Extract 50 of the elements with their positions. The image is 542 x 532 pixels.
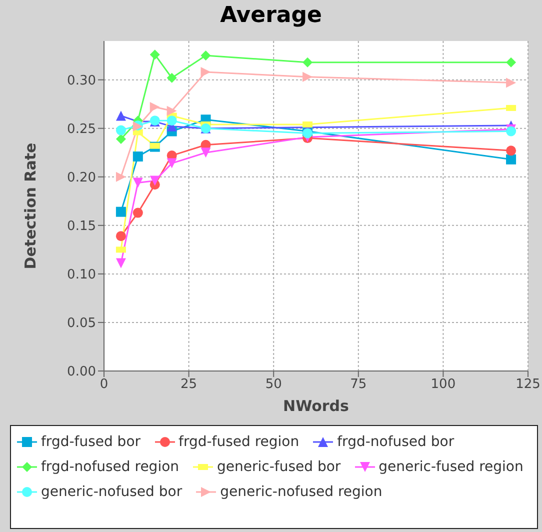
point — [132, 208, 143, 218]
legend-label: frgd-nofused region — [41, 458, 180, 474]
point — [116, 134, 126, 144]
point — [200, 148, 211, 158]
point — [116, 258, 126, 268]
point — [150, 102, 160, 112]
x-tick-label: 0 — [100, 377, 108, 392]
point — [506, 57, 516, 68]
x-tick-label: 50 — [265, 377, 282, 392]
point — [302, 72, 313, 82]
y-tick-label: 0.05 — [67, 316, 96, 332]
point — [132, 152, 143, 162]
x-tick-label: 25 — [180, 377, 198, 392]
point — [506, 146, 516, 156]
point — [166, 116, 177, 126]
point — [116, 172, 126, 182]
point — [302, 57, 313, 68]
x-tick-label: 125 — [516, 377, 540, 392]
point — [116, 231, 126, 242]
point — [116, 125, 126, 136]
y-axis-title: Detection Rate — [21, 142, 40, 270]
legend-label: generic-nofused bor — [41, 484, 182, 500]
point — [166, 106, 177, 116]
legend-label: frgd-fused bor — [41, 434, 141, 450]
legend-label: generic-fused bor — [217, 458, 341, 474]
y-tick-label: 0.10 — [67, 268, 96, 283]
x-tick-label: 75 — [350, 377, 367, 392]
y-tick-label: 0.25 — [67, 122, 96, 137]
legend-label: generic-fused region — [378, 458, 524, 474]
legend-label: frgd-fused region — [178, 434, 300, 450]
x-axis-title: NWords — [283, 397, 350, 415]
point — [200, 50, 211, 61]
y-tick-label: 0.15 — [67, 219, 96, 234]
chart-title: Average — [219, 3, 323, 30]
legend-label: frgd-nofused bor — [337, 434, 454, 450]
point — [506, 154, 516, 164]
point — [132, 178, 143, 188]
point — [116, 110, 126, 121]
y-tick-label: 0.20 — [67, 170, 96, 186]
x-tick-label: 100 — [430, 377, 456, 392]
point — [116, 206, 126, 217]
point — [150, 50, 160, 60]
y-tick-label: 0.30 — [67, 73, 96, 88]
y-tick-label: 0.00 — [67, 364, 96, 380]
point — [200, 67, 211, 78]
point — [506, 78, 516, 88]
legend-label: generic-nofused region — [220, 484, 382, 500]
point — [166, 72, 177, 83]
point — [166, 158, 177, 168]
point — [150, 176, 160, 186]
